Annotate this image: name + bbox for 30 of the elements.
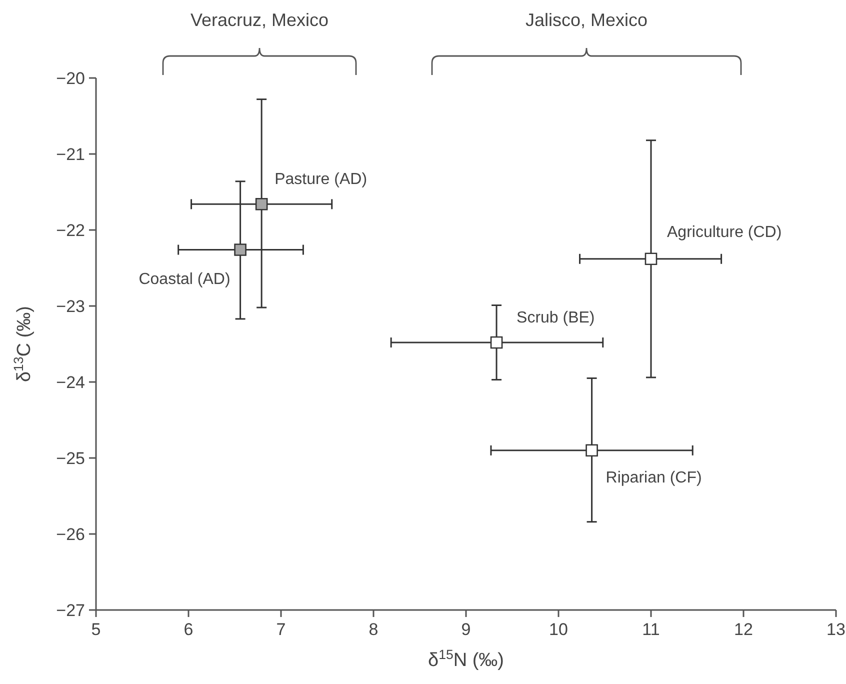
x-tick-label: 7 [276,620,286,639]
point [255,198,268,210]
text: Veracruz, Mexico [190,10,329,30]
annotation: Scrub (BE) [516,309,595,326]
x-tick-label: 8 [368,620,378,639]
point [644,252,658,266]
y-tick-label: −27 [56,600,85,620]
x-tick-label: 11 [642,620,660,639]
y-tick-label: −21 [56,144,85,164]
point [234,244,246,256]
x-tick-label: 13 [826,620,846,639]
x-axis-title: δ$^{15}$N (‰) [428,646,504,671]
y-tick-label: −22 [56,220,85,240]
x-tick-label: 5 [91,620,101,639]
annotation: Pasture (AD) [274,171,368,188]
x-tick-label: 9 [461,620,471,639]
x-tick-label: 6 [184,620,194,639]
x-tick-label: 12 [734,620,753,639]
annotation: Agriculture (CD) [667,224,782,241]
annotation: Coastal (AD) [138,270,230,288]
point [586,444,598,457]
y-tick-label: −25 [56,448,85,468]
point [490,336,503,349]
y-tick-label: −24 [56,372,85,392]
y-tick-label: −26 [56,524,85,544]
y-tick-label: −20 [56,68,85,88]
text: Jalisco, Mexico [525,10,648,30]
annotation: Riparian (CF) [606,469,702,486]
x-tick-label: 10 [549,620,568,639]
y-tick-label: −23 [56,296,85,316]
